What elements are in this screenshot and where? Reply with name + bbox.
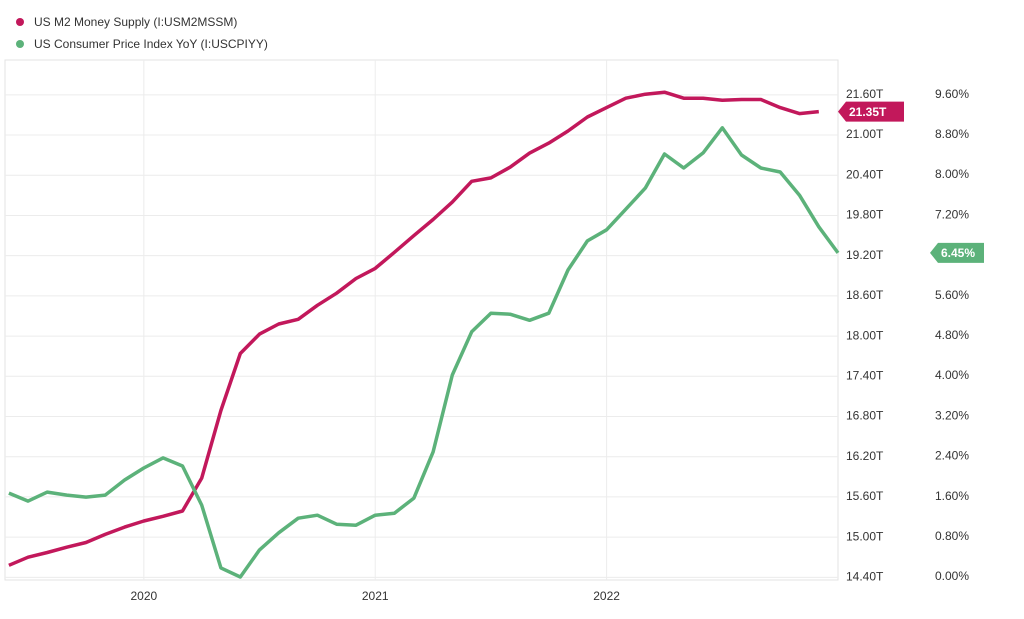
y-tick-label: 18.60T	[846, 288, 884, 302]
y2-tick-label: 9.60%	[935, 87, 969, 101]
y2-tick-label: 1.60%	[935, 489, 969, 503]
value-tag	[930, 242, 984, 263]
y-tick-label: 18.00T	[846, 328, 884, 342]
y-tick-label: 16.20T	[846, 449, 884, 463]
x-tick-label: 2020	[130, 589, 157, 603]
series-line	[8, 90, 819, 567]
y-tick-label: 21.00T	[846, 127, 884, 141]
value-label: 21.35T	[849, 105, 887, 119]
y-tick-label: 15.00T	[846, 529, 884, 543]
y2-tick-label: 0.80%	[935, 529, 969, 543]
y-tick-label: 21.60T	[846, 87, 884, 101]
y2-tick-label: 7.20%	[935, 207, 969, 221]
y-tick-label: 17.40T	[846, 368, 884, 382]
y2-tick-label: 5.60%	[935, 288, 969, 302]
y-tick-label: 15.60T	[846, 489, 884, 503]
value-tag	[838, 101, 904, 122]
legend-marker	[16, 40, 24, 48]
value-label: 6.45%	[941, 246, 975, 260]
y-tick-label: 19.80T	[846, 208, 884, 222]
y-tick-label: 16.80T	[846, 409, 884, 423]
y2-tick-label: 8.00%	[935, 167, 969, 181]
y-tick-label: 19.20T	[846, 248, 884, 262]
x-tick-label: 2022	[593, 589, 620, 603]
y2-tick-label: 8.80%	[935, 127, 969, 141]
y-tick-label: 14.40T	[846, 569, 884, 583]
y-tick-label: 20.40T	[846, 167, 884, 181]
x-tick-label: 2021	[362, 589, 389, 603]
y2-tick-label: 0.00%	[935, 569, 969, 583]
y2-tick-label: 4.00%	[935, 368, 969, 382]
series-line	[8, 126, 840, 579]
legend-label: US M2 Money Supply (I:USM2MSSM)	[34, 15, 237, 29]
y2-tick-label: 2.40%	[935, 449, 969, 463]
plot-area	[4, 59, 839, 581]
y2-tick-label: 3.20%	[935, 408, 969, 422]
y2-tick-label: 4.80%	[935, 328, 969, 342]
legend-label: US Consumer Price Index YoY (I:USCPIYY)	[34, 37, 268, 51]
legend-marker	[16, 18, 24, 26]
